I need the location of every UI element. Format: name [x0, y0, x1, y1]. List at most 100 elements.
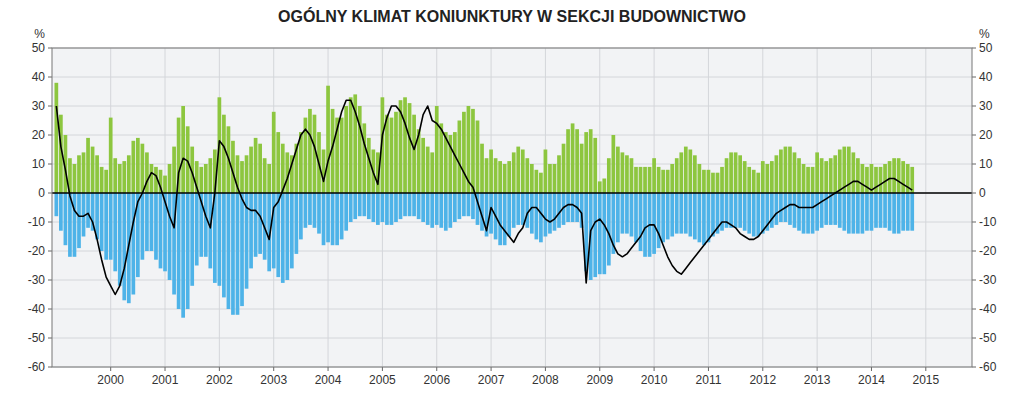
bar: [498, 193, 502, 245]
bar: [64, 193, 68, 245]
x-tick: [273, 367, 274, 371]
bar: [602, 179, 606, 194]
bar: [892, 158, 896, 193]
y2-tick: [972, 338, 976, 339]
bar: [593, 193, 597, 277]
y-tick: [48, 193, 52, 194]
bar: [281, 193, 285, 283]
x-tick: [491, 367, 492, 371]
grid: [52, 48, 972, 367]
bar: [109, 193, 113, 260]
bar: [910, 193, 914, 231]
bar: [95, 155, 99, 193]
x-tick-label: 2015: [912, 373, 939, 387]
bar: [793, 193, 797, 228]
data: [54, 83, 914, 318]
bar: [711, 193, 715, 237]
bar: [879, 193, 883, 228]
bar: [530, 193, 534, 234]
bar: [54, 83, 58, 193]
y2-tick-label: -40: [979, 302, 997, 316]
bar: [897, 158, 901, 193]
bar: [168, 164, 172, 193]
bar: [879, 167, 883, 193]
zero-line: [52, 192, 972, 194]
bar: [385, 193, 389, 225]
bar: [394, 112, 398, 193]
bar: [593, 138, 597, 193]
x-tick: [925, 367, 926, 371]
x-tick: [436, 367, 437, 371]
bar: [571, 123, 575, 193]
y2-tick: [972, 309, 976, 310]
bar: [865, 167, 869, 193]
x-tick-label: 2001: [152, 373, 179, 387]
y-tick: [48, 251, 52, 252]
bar: [358, 193, 362, 216]
bar: [344, 106, 348, 193]
bar: [802, 193, 806, 234]
bar: [131, 141, 135, 193]
x-tick-label: 2006: [423, 373, 450, 387]
bar: [430, 193, 434, 228]
bar: [326, 193, 330, 242]
bar: [657, 193, 661, 248]
bar: [453, 193, 457, 222]
bar: [503, 164, 507, 193]
x-tick-label: 2011: [696, 373, 722, 387]
bar: [150, 164, 154, 193]
y-tick-label: -60: [28, 360, 46, 374]
y2-tick-label: 20: [979, 128, 993, 142]
bar: [258, 144, 262, 193]
bar: [104, 170, 108, 193]
plot-background: [52, 48, 972, 367]
bar: [507, 161, 511, 193]
x-tick-label: 2010: [641, 373, 668, 387]
bar: [738, 155, 742, 193]
y-tick: [48, 164, 52, 165]
bar: [141, 193, 145, 260]
y-tick-label: 0: [38, 186, 45, 200]
bar: [403, 97, 407, 193]
bar: [725, 158, 729, 193]
bar: [385, 115, 389, 193]
bar: [290, 193, 294, 268]
bar: [820, 158, 824, 193]
bar: [299, 193, 303, 239]
bar: [856, 193, 860, 234]
bar: [562, 144, 566, 193]
y-tick: [48, 367, 52, 368]
bar: [752, 193, 756, 237]
bar: [557, 155, 561, 193]
x-tick: [382, 367, 383, 371]
y2-tick-label: -60: [979, 360, 997, 374]
bar: [575, 129, 579, 193]
x-tick: [654, 367, 655, 371]
bar: [684, 147, 688, 193]
y-tick: [48, 106, 52, 107]
bar: [729, 193, 733, 228]
bar: [267, 164, 271, 193]
x-tick-label: 2008: [532, 373, 559, 387]
bar: [150, 193, 154, 251]
axes: -60-50-40-30-20-1001020304050-60-50-40-3…: [28, 41, 997, 387]
bar: [127, 155, 131, 193]
y2-tick: [972, 135, 976, 136]
y-tick: [48, 338, 52, 339]
bar: [883, 164, 887, 193]
bar: [480, 144, 484, 193]
bar: [806, 193, 810, 234]
y-tick: [48, 280, 52, 281]
bar: [716, 173, 720, 193]
y2-tick-label: -50: [979, 331, 997, 345]
y-tick-label: -10: [28, 215, 46, 229]
bar: [838, 193, 842, 228]
bar: [870, 193, 874, 231]
bar: [535, 170, 539, 193]
bar: [625, 193, 629, 234]
bar: [222, 193, 226, 297]
bar: [548, 193, 552, 234]
bar-series: [54, 193, 914, 318]
bar: [317, 193, 321, 234]
x-tick: [219, 367, 220, 371]
